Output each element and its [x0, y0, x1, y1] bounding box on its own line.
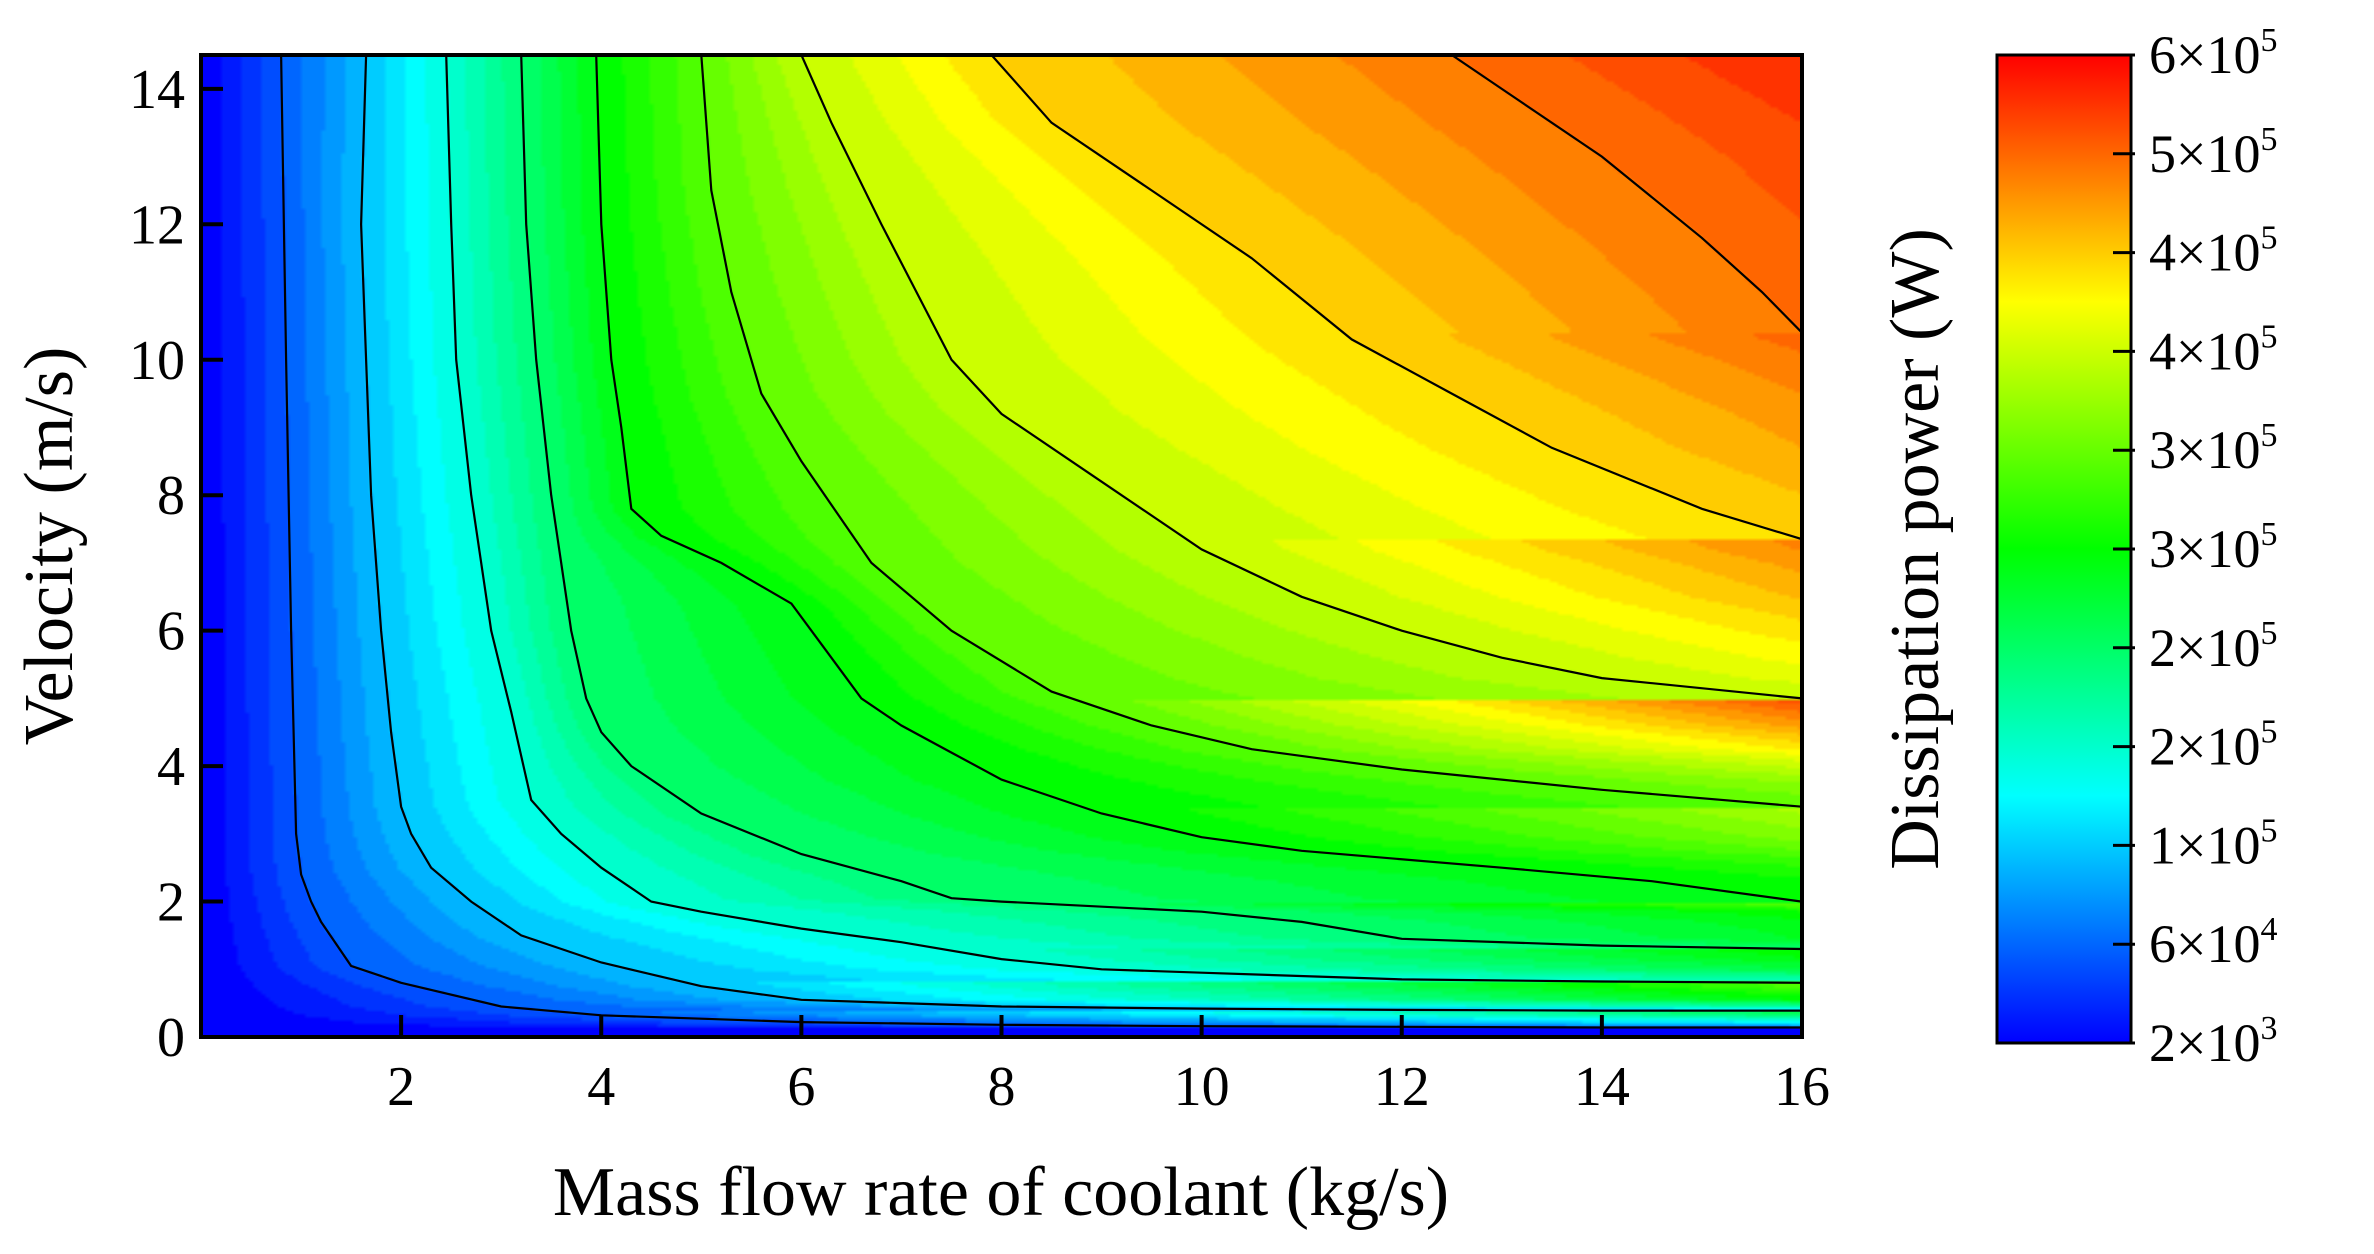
x-tick-label: 2 [387, 1056, 415, 1118]
contour-line-6 [700, 55, 1802, 808]
y-tick-label: 6 [157, 601, 185, 663]
x-tick-label: 12 [1374, 1056, 1430, 1118]
contour-line-1 [280, 55, 1802, 1029]
colorbar-tick-label: 6×104 [2149, 911, 2277, 974]
colorbar-tick-label: 4×105 [2149, 220, 2277, 283]
contour-line-4 [520, 55, 1802, 951]
contour-line-8 [990, 55, 1802, 541]
heatmap-raster [201, 55, 1802, 1037]
colorbar-tick-label: 2×103 [2149, 1010, 2277, 1073]
x-tick-label: 14 [1574, 1056, 1630, 1118]
y-tick-label: 2 [157, 872, 185, 934]
contour-line-9 [1451, 55, 1802, 334]
colorbar-tick-label: 3×105 [2149, 516, 2277, 579]
x-tick-label: 8 [988, 1056, 1016, 1118]
colorbar-tick-label: 1×105 [2149, 812, 2277, 875]
y-axis-title: Velocity (m/s) [11, 347, 88, 746]
contour-fill [201, 55, 1802, 1037]
y-tick-label: 4 [157, 736, 185, 798]
y-tick-label: 8 [157, 465, 185, 527]
x-tick-label: 10 [1174, 1056, 1230, 1118]
y-axis-ticks: 0 2 4 6 8 10 12 14 [129, 59, 223, 1069]
colorbar-tick-label: 4×105 [2149, 318, 2277, 381]
y-tick-label: 0 [157, 1007, 185, 1069]
colorbar [1995, 53, 2133, 1045]
y-tick-label: 10 [129, 330, 185, 392]
x-axis-title: Mass flow rate of coolant (kg/s) [553, 1154, 1449, 1231]
colorbar-tick-label: 6×105 [2149, 22, 2277, 85]
x-axis-ticks: 2 4 6 8 10 12 14 16 [387, 1015, 1830, 1118]
x-tick-label: 6 [787, 1056, 815, 1118]
contour-line-7 [800, 55, 1802, 700]
colorbar-ticks: 2×103 6×104 1×105 2×105 2×105 3×105 3×105 4×105… [2113, 22, 2277, 1073]
x-tick-label: 16 [1774, 1056, 1830, 1118]
contour-line-2 [359, 55, 1802, 1012]
colorbar-tick-label: 3×105 [2149, 417, 2277, 480]
contour-lines [280, 55, 1802, 1029]
x-tick-label: 4 [587, 1056, 615, 1118]
contour-line-5 [595, 55, 1802, 903]
contour-line-3 [445, 55, 1802, 984]
y-tick-label: 12 [129, 194, 185, 256]
colorbar-title: Dissipation power (W) [1877, 228, 1954, 870]
colorbar-tick-label: 2×105 [2149, 615, 2277, 678]
colorbar-tick-label: 5×105 [2149, 121, 2277, 184]
y-tick-label: 14 [129, 59, 185, 121]
colorbar-tick-label: 2×105 [2149, 714, 2277, 777]
